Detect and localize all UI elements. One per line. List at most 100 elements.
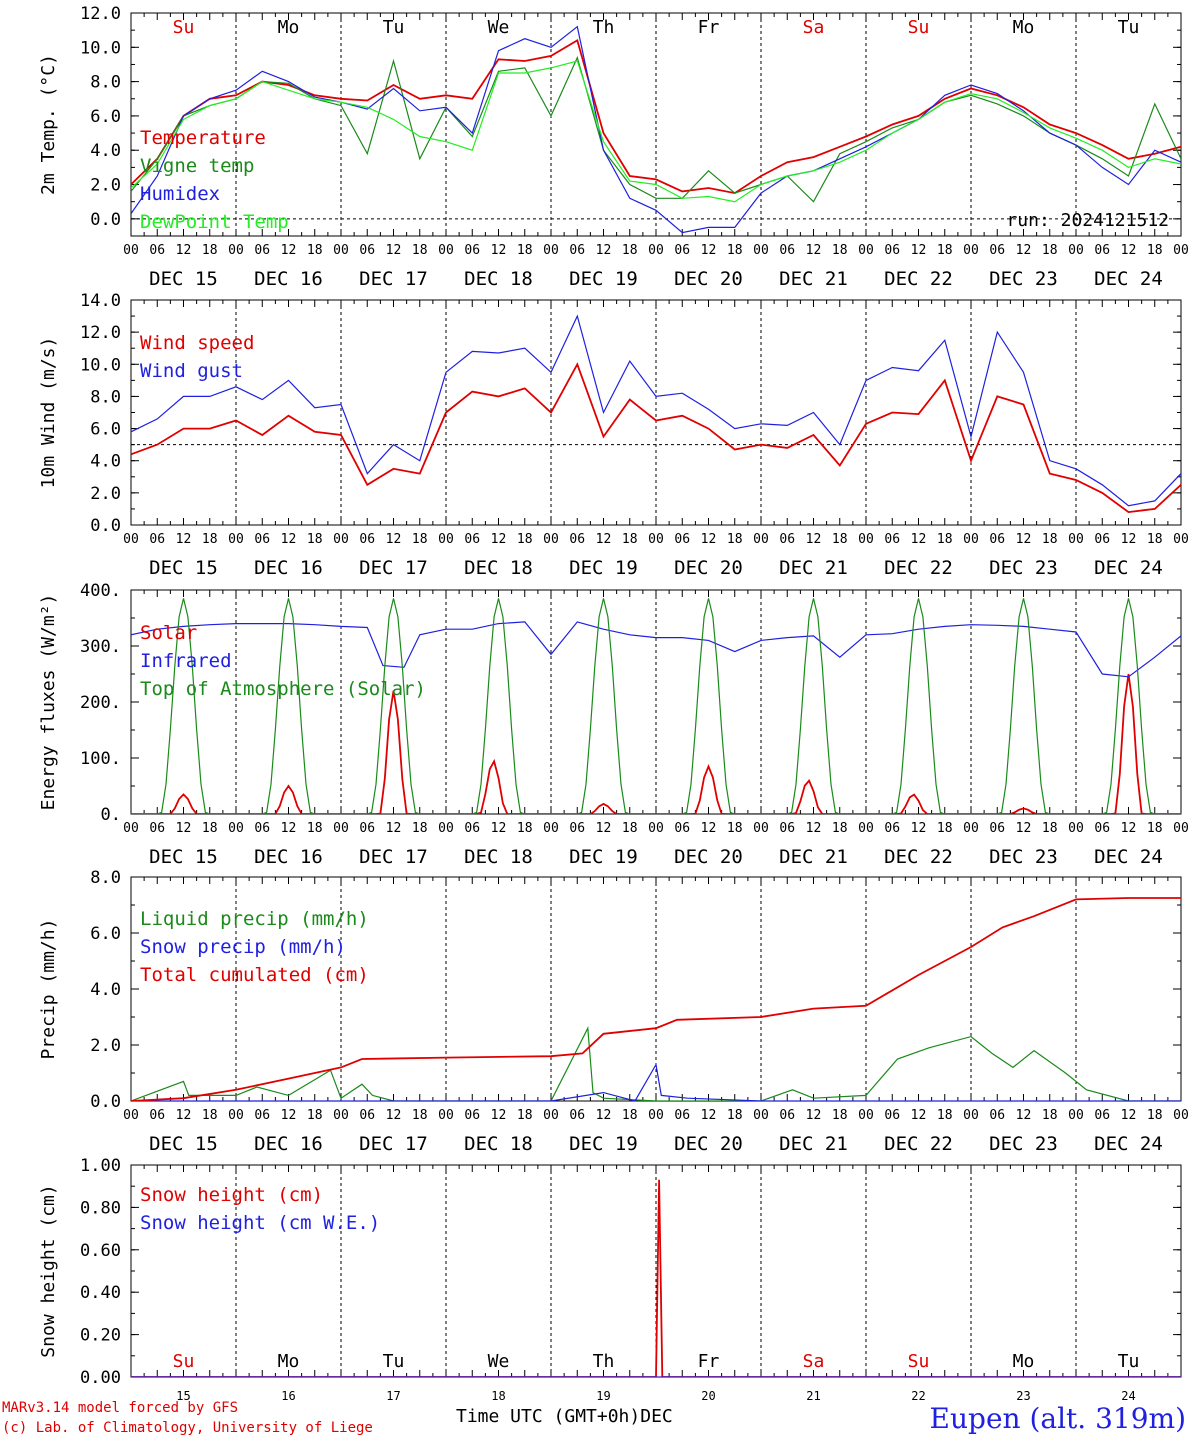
hour-label: 18 xyxy=(202,243,218,258)
hour-label: 18 xyxy=(307,532,323,547)
hour-label: 00 xyxy=(1068,243,1084,258)
legend-entry: Wind speed xyxy=(140,332,254,354)
series-line xyxy=(131,25,1181,234)
date-label: DEC 19 xyxy=(569,1133,638,1155)
series-line xyxy=(131,1062,1181,1101)
legend-entry: Total cumulated (cm) xyxy=(140,964,369,986)
date-label: DEC 21 xyxy=(779,1133,848,1155)
hour-label: 18 xyxy=(937,821,953,836)
y-tick-label: 200. xyxy=(80,693,121,713)
hour-label: 18 xyxy=(1147,532,1163,547)
date-label: DEC 17 xyxy=(359,1133,428,1155)
hour-label: 06 xyxy=(779,821,795,836)
hour-label: 06 xyxy=(149,1108,165,1123)
day-name: Sa xyxy=(803,1351,825,1372)
y-tick-label: 2.0 xyxy=(90,484,121,504)
y-tick-label: 12.0 xyxy=(80,323,121,343)
hour-label: 00 xyxy=(228,243,244,258)
hour-label: 00 xyxy=(543,243,559,258)
hour-label: 00 xyxy=(123,243,139,258)
hour-label: 00 xyxy=(438,532,454,547)
hour-label: 18 xyxy=(412,1108,428,1123)
hour-label: 00 xyxy=(438,1108,454,1123)
hour-label: 18 xyxy=(622,532,638,547)
day-name: Tu xyxy=(1118,17,1140,38)
hour-label: 06 xyxy=(989,532,1005,547)
hour-label: 12 xyxy=(1016,243,1032,258)
day-name: Mo xyxy=(278,17,300,38)
hour-label: 06 xyxy=(464,821,480,836)
date-label: DEC 23 xyxy=(989,846,1058,868)
hour-label: 00 xyxy=(858,1108,874,1123)
series-line xyxy=(131,897,1181,1101)
date-label: DEC 17 xyxy=(359,846,428,868)
date-label: DEC 19 xyxy=(569,268,638,290)
hour-label: 12 xyxy=(596,1108,612,1123)
panel-frame xyxy=(130,12,1182,237)
day-name: We xyxy=(488,17,510,38)
hour-label: 12 xyxy=(176,821,192,836)
legend-entry: Snow precip (mm/h) xyxy=(140,936,346,958)
date-label: DEC 24 xyxy=(1094,846,1163,868)
hour-label: 12 xyxy=(701,821,717,836)
hour-label: 00 xyxy=(228,532,244,547)
legend-entry: Infrared xyxy=(140,650,232,672)
date-label: DEC 16 xyxy=(254,268,323,290)
series-line xyxy=(131,1179,1181,1377)
hour-label: 12 xyxy=(806,532,822,547)
station-name: Eupen (alt. 319m) xyxy=(929,1402,1186,1435)
hour-label: 06 xyxy=(779,243,795,258)
hour-label: 06 xyxy=(884,243,900,258)
hour-label: 06 xyxy=(254,1108,270,1123)
hour-label: 18 xyxy=(202,821,218,836)
hour-label: 12 xyxy=(491,821,507,836)
date-label: DEC 23 xyxy=(989,557,1058,579)
hour-label: 06 xyxy=(989,821,1005,836)
hour-label: 18 xyxy=(937,243,953,258)
model-credit: MARv3.14 model forced by GFS xyxy=(2,1400,239,1416)
hour-label: 00 xyxy=(753,532,769,547)
date-label: DEC 15 xyxy=(149,268,218,290)
date-label: DEC 24 xyxy=(1094,1133,1163,1155)
date-label: DEC 23 xyxy=(989,1133,1058,1155)
legend-entry: Snow height (cm W.E.) xyxy=(140,1212,380,1234)
date-label: DEC 15 xyxy=(149,1133,218,1155)
hour-label: 00 xyxy=(543,1108,559,1123)
hour-label: 06 xyxy=(464,243,480,258)
hour-label: 12 xyxy=(386,1108,402,1123)
hour-label: 00 xyxy=(858,532,874,547)
hour-label: 12 xyxy=(806,1108,822,1123)
hour-label: 18 xyxy=(307,821,323,836)
hour-label: 18 xyxy=(1042,532,1058,547)
hour-label: 00 xyxy=(1173,1108,1189,1123)
hour-label: 12 xyxy=(1121,1108,1137,1123)
hour-label: 12 xyxy=(701,243,717,258)
hour-label: 18 xyxy=(1147,821,1163,836)
y-tick-label: 300. xyxy=(80,637,121,657)
y-tick-label: 0.00 xyxy=(80,1368,121,1388)
legend-entry: Humidex xyxy=(140,183,220,205)
hour-label: 18 xyxy=(412,243,428,258)
hour-label: 12 xyxy=(281,532,297,547)
date-label: DEC 19 xyxy=(569,557,638,579)
hour-label: 00 xyxy=(333,1108,349,1123)
hour-label: 00 xyxy=(963,532,979,547)
hour-label: 06 xyxy=(149,243,165,258)
hour-label: 06 xyxy=(464,1108,480,1123)
hour-label: 18 xyxy=(937,1108,953,1123)
legend-entry: Vigne temp xyxy=(140,155,254,177)
hour-label: 00 xyxy=(753,1108,769,1123)
legend-entry: Top of Atmosphere (Solar) xyxy=(140,678,426,700)
hour-label: 00 xyxy=(438,243,454,258)
date-label: DEC 22 xyxy=(884,1133,953,1155)
hour-label: 00 xyxy=(333,243,349,258)
hour-label: 18 xyxy=(727,821,743,836)
hour-label: 00 xyxy=(543,821,559,836)
hour-label: 18 xyxy=(832,243,848,258)
y-axis-label: Snow height (cm) xyxy=(38,1184,59,1357)
hour-label: 06 xyxy=(674,532,690,547)
hour-label: 06 xyxy=(674,821,690,836)
y-tick-label: 1.00 xyxy=(80,1156,121,1176)
day-number: 19 xyxy=(596,1389,610,1403)
day-name: Tu xyxy=(1118,1351,1140,1372)
